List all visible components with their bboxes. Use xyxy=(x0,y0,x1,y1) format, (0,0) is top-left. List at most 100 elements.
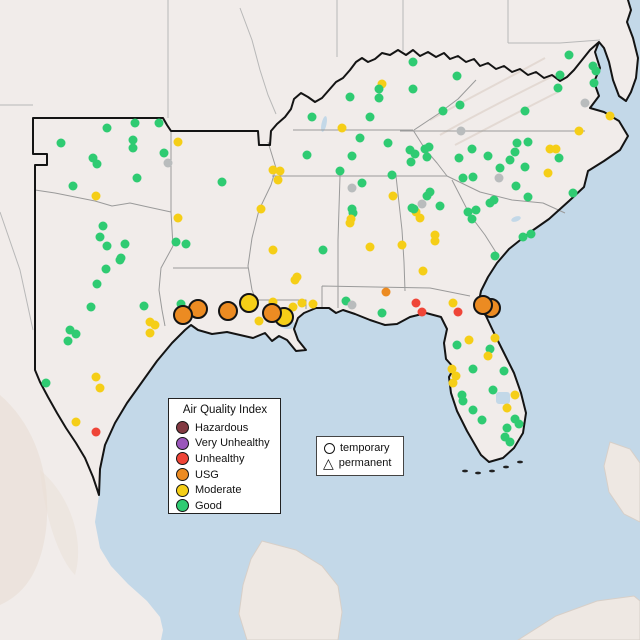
legend-item-label: Good xyxy=(195,499,222,512)
station-dot xyxy=(91,191,101,201)
hazardous-swatch-icon xyxy=(176,421,189,435)
station-dot xyxy=(337,123,347,133)
station-dot xyxy=(488,385,498,395)
station-dot xyxy=(468,405,478,415)
station-dot xyxy=(92,159,102,169)
lake-okeechobee xyxy=(496,392,510,404)
station-dot xyxy=(455,100,465,110)
moderate-swatch-icon xyxy=(176,483,189,497)
faint-state-borders xyxy=(0,0,601,331)
station-dot xyxy=(377,308,387,318)
station-dot xyxy=(408,84,418,94)
station-dot xyxy=(307,112,317,122)
station-dot xyxy=(464,335,474,345)
station-dot xyxy=(95,232,105,242)
station-dot xyxy=(308,299,318,309)
station-dot xyxy=(485,344,495,354)
station-dot xyxy=(273,175,283,185)
station-dot xyxy=(499,366,509,376)
station-dot xyxy=(347,151,357,161)
station-dot xyxy=(268,245,278,255)
station-dot xyxy=(145,317,155,327)
station-dot xyxy=(458,173,468,183)
station-dot xyxy=(451,371,461,381)
station-dot xyxy=(490,333,500,343)
legend-item-very-unhealthy: Very Unhealthy xyxy=(176,436,274,452)
station-dot xyxy=(467,214,477,224)
kentucky-lake xyxy=(321,116,327,132)
station-dot xyxy=(68,181,78,191)
station-dot xyxy=(425,187,435,197)
station-dot xyxy=(345,218,355,228)
station-dot xyxy=(374,93,384,103)
station-dot xyxy=(526,229,536,239)
station-dot xyxy=(256,204,266,214)
station-dot xyxy=(357,178,367,188)
station-dot xyxy=(91,427,101,437)
station-dot xyxy=(181,239,191,249)
good-swatch-icon xyxy=(176,499,189,513)
station-dot xyxy=(115,255,125,265)
station-dot xyxy=(120,239,130,249)
legend-item-label: USG xyxy=(195,468,219,481)
legend-item-good: Good xyxy=(176,498,274,514)
temporary-monitor-dot xyxy=(218,301,238,321)
station-dot xyxy=(71,417,81,427)
station-dot xyxy=(348,208,358,218)
yucatan-land xyxy=(238,540,343,640)
station-dot xyxy=(467,144,477,154)
station-dot xyxy=(418,266,428,276)
station-dot xyxy=(268,165,278,175)
temporary-monitor-dot xyxy=(239,293,259,313)
station-dot xyxy=(415,213,425,223)
legend-item-unhealthy: Unhealthy xyxy=(176,451,274,467)
terrain-shading-mexico-2 xyxy=(40,470,79,575)
station-dot xyxy=(130,118,140,128)
station-dot xyxy=(374,84,384,94)
station-dot xyxy=(88,153,98,163)
station-dot xyxy=(387,170,397,180)
legend-item-label: Very Unhealthy xyxy=(195,437,270,450)
station-dot xyxy=(468,364,478,374)
station-dot xyxy=(347,183,357,193)
aqi-legend-title: Air Quality Index xyxy=(182,404,268,416)
temporary-circle-icon xyxy=(324,442,335,454)
station-dot xyxy=(514,419,524,429)
station-dot xyxy=(290,275,300,285)
station-dot xyxy=(65,325,75,335)
station-dot xyxy=(458,396,468,406)
station-dot xyxy=(406,157,416,167)
station-dot xyxy=(463,207,473,217)
station-dot xyxy=(171,237,181,247)
station-dot xyxy=(163,158,173,168)
station-dot xyxy=(95,383,105,393)
station-dot xyxy=(410,149,420,159)
very-unhealthy-swatch-icon xyxy=(176,436,189,450)
station-dot xyxy=(345,92,355,102)
station-dot xyxy=(92,279,102,289)
station-dot xyxy=(523,137,533,147)
station-dot xyxy=(502,423,512,433)
station-dot xyxy=(605,111,615,121)
station-dot xyxy=(551,144,561,154)
station-dot xyxy=(409,204,419,214)
station-dot xyxy=(268,297,278,307)
legend-item-hazardous: Hazardous xyxy=(176,420,274,436)
station-dot xyxy=(383,138,393,148)
station-dot xyxy=(520,162,530,172)
station-dot xyxy=(98,221,108,231)
station-dot xyxy=(145,328,155,338)
legend-item-label: temporary xyxy=(340,442,390,455)
station-dot xyxy=(454,153,464,163)
legend-item-label: Unhealthy xyxy=(195,452,245,465)
station-dot xyxy=(318,245,328,255)
station-dot xyxy=(483,151,493,161)
station-dot xyxy=(377,79,387,89)
legend-item-label: Moderate xyxy=(195,484,242,497)
station-dot xyxy=(424,142,434,152)
station-dot xyxy=(554,153,564,163)
station-dot xyxy=(101,264,111,274)
legend-item-permanent: △ permanent xyxy=(323,456,397,471)
